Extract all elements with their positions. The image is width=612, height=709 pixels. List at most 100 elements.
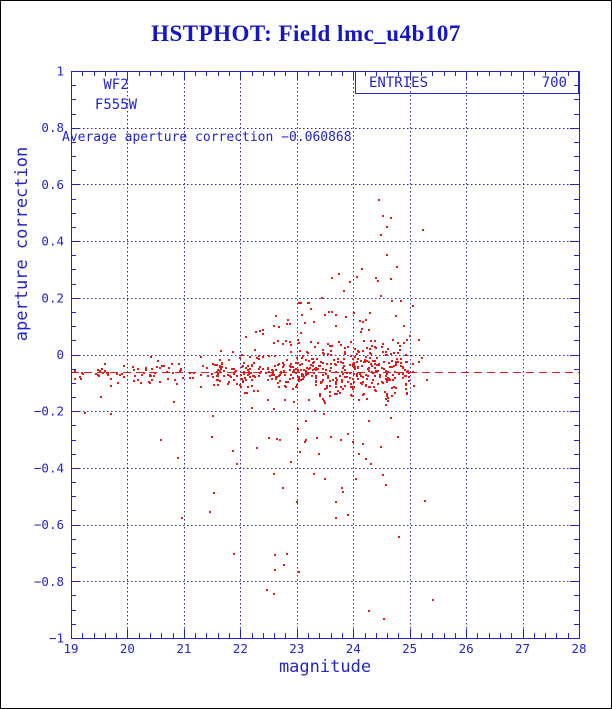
data-point [363, 361, 365, 363]
plot-frame [71, 71, 580, 639]
data-point [399, 349, 401, 351]
data-point [385, 351, 387, 353]
data-point [137, 379, 139, 381]
data-point [342, 362, 344, 364]
data-point [236, 383, 238, 385]
data-point [289, 341, 291, 343]
data-point [262, 356, 264, 358]
data-point [320, 381, 322, 383]
data-point [227, 383, 229, 385]
data-point [247, 365, 249, 367]
x-tick-label: 23 [289, 641, 304, 656]
data-point [311, 358, 313, 360]
data-point [298, 378, 300, 380]
data-point [260, 371, 262, 373]
data-point [403, 342, 405, 344]
data-point [382, 343, 384, 345]
data-point [319, 395, 321, 397]
data-point [153, 375, 155, 377]
data-point [397, 361, 399, 363]
data-point [303, 369, 305, 371]
data-point [360, 360, 362, 362]
data-point [341, 487, 343, 489]
data-point [274, 554, 276, 556]
data-point [151, 379, 153, 381]
data-point [322, 368, 324, 370]
data-point [412, 371, 414, 373]
data-point [385, 354, 387, 356]
data-point [273, 374, 275, 376]
data-point [297, 369, 299, 371]
data-point [356, 353, 358, 355]
data-point [328, 311, 330, 313]
data-point [217, 373, 219, 375]
data-point [347, 514, 349, 516]
data-point [157, 360, 159, 362]
data-point [357, 366, 359, 368]
data-point [273, 342, 275, 344]
data-point [258, 375, 260, 377]
data-point [123, 365, 125, 367]
data-point [308, 360, 310, 362]
data-point [268, 371, 270, 373]
data-point [369, 357, 371, 359]
data-point [319, 365, 321, 367]
data-point [262, 329, 264, 331]
data-point [371, 365, 373, 367]
data-point [217, 384, 219, 386]
data-point [267, 399, 269, 401]
data-point [277, 340, 279, 342]
data-point [174, 379, 176, 381]
data-point [353, 373, 355, 375]
data-point [167, 378, 169, 380]
data-point [277, 382, 279, 384]
data-point [178, 363, 180, 365]
x-tick-label: 26 [459, 641, 474, 656]
data-point [391, 395, 393, 397]
data-point [315, 384, 317, 386]
data-point [387, 400, 389, 402]
data-point [370, 363, 372, 365]
data-point [378, 364, 380, 366]
data-point [355, 478, 357, 480]
data-point [334, 393, 336, 395]
data-point [374, 389, 376, 391]
data-point [375, 347, 377, 349]
data-point [233, 373, 235, 375]
data-point [212, 415, 214, 417]
data-point [193, 372, 195, 374]
data-point [243, 371, 245, 373]
data-point [156, 366, 158, 368]
data-point [426, 379, 428, 381]
data-point [342, 388, 344, 390]
data-point [290, 461, 292, 463]
data-point [395, 364, 397, 366]
data-point [282, 343, 284, 345]
data-point [298, 376, 300, 378]
data-point [390, 417, 392, 419]
data-point [346, 376, 348, 378]
data-point [277, 364, 279, 366]
data-point [369, 348, 371, 350]
data-point [370, 340, 372, 342]
data-point [393, 386, 395, 388]
data-point [380, 295, 382, 297]
data-point [347, 381, 349, 383]
data-point [249, 376, 251, 378]
data-point [79, 376, 81, 378]
data-point [390, 278, 392, 280]
data-point [335, 381, 337, 383]
x-tick-label: 19 [63, 641, 78, 656]
data-point [298, 302, 300, 304]
data-point [143, 372, 145, 374]
data-point [396, 266, 398, 268]
data-point [398, 536, 400, 538]
data-point [365, 374, 367, 376]
data-point [361, 328, 363, 330]
data-point [305, 439, 307, 441]
data-point [227, 374, 229, 376]
data-point [313, 361, 315, 363]
data-point [305, 370, 307, 372]
data-point [303, 376, 305, 378]
data-point [310, 341, 312, 343]
